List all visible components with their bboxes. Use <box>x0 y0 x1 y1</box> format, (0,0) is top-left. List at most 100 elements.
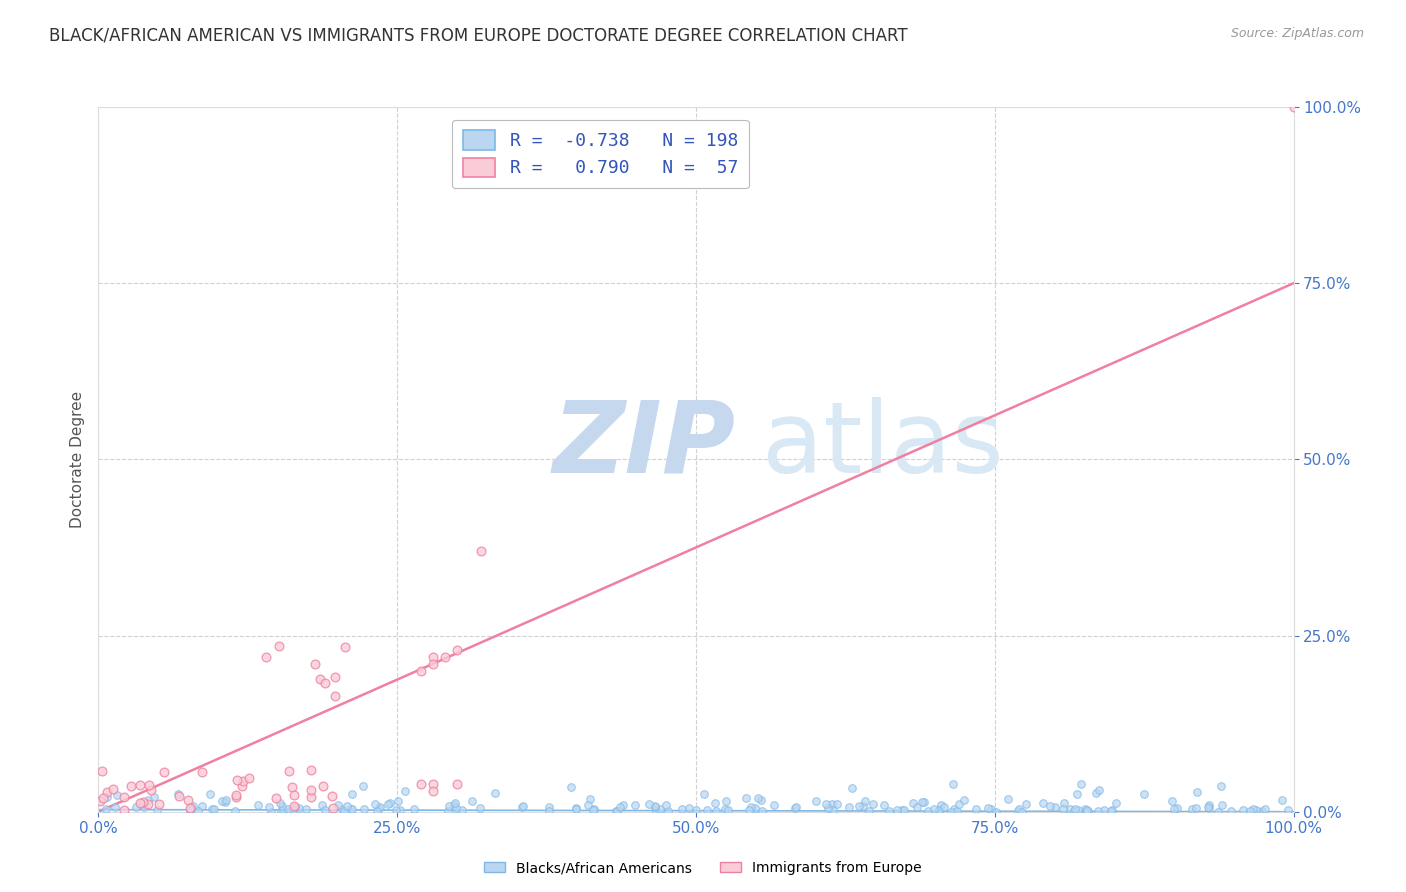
Point <box>96 785 118 799</box>
Point <box>606 804 628 818</box>
Point <box>1076 804 1098 818</box>
Point <box>443 798 465 813</box>
Point <box>422 657 444 671</box>
Point <box>225 789 247 804</box>
Point <box>394 783 416 797</box>
Point <box>1181 802 1204 816</box>
Point <box>134 800 156 814</box>
Point <box>838 800 860 814</box>
Point <box>389 803 412 817</box>
Point <box>749 793 772 807</box>
Point <box>91 791 114 805</box>
Point <box>1271 793 1294 807</box>
Point <box>538 799 561 814</box>
Point <box>125 800 148 814</box>
Point <box>180 799 202 814</box>
Point <box>560 780 582 794</box>
Point <box>751 804 773 818</box>
Point <box>309 672 332 686</box>
Point <box>277 802 299 816</box>
Point <box>657 804 679 818</box>
Point <box>138 797 160 812</box>
Point <box>890 803 912 817</box>
Point <box>893 803 915 817</box>
Point <box>538 804 561 818</box>
Point <box>785 800 807 814</box>
Point <box>1241 802 1264 816</box>
Point <box>735 790 758 805</box>
Point <box>1063 804 1085 818</box>
Point <box>1088 783 1111 797</box>
Point <box>1239 804 1261 818</box>
Point <box>644 800 666 814</box>
Text: Source: ZipAtlas.com: Source: ZipAtlas.com <box>1230 27 1364 40</box>
Point <box>644 804 666 818</box>
Point <box>364 797 387 812</box>
Legend: Blacks/African Americans, Immigrants from Europe: Blacks/African Americans, Immigrants fro… <box>479 855 927 880</box>
Point <box>128 778 150 792</box>
Point <box>841 780 863 795</box>
Point <box>446 642 468 657</box>
Point <box>138 778 160 792</box>
Point <box>997 792 1019 806</box>
Point <box>1251 804 1274 818</box>
Point <box>1011 805 1033 819</box>
Point <box>96 802 118 816</box>
Point <box>112 803 135 817</box>
Point <box>96 790 118 805</box>
Point <box>1087 804 1109 818</box>
Point <box>932 800 955 814</box>
Point <box>1187 785 1209 799</box>
Point <box>1133 788 1156 802</box>
Point <box>912 796 935 810</box>
Point <box>744 800 766 814</box>
Point <box>267 639 290 653</box>
Point <box>576 797 599 812</box>
Point <box>191 798 214 813</box>
Point <box>468 800 491 814</box>
Point <box>814 797 837 811</box>
Point <box>1059 801 1081 815</box>
Point <box>179 804 201 818</box>
Point <box>862 797 884 811</box>
Point <box>905 799 928 814</box>
Point <box>179 802 201 816</box>
Point <box>650 802 672 816</box>
Point <box>582 803 605 817</box>
Point <box>301 790 323 805</box>
Point <box>176 793 198 807</box>
Point <box>738 803 761 817</box>
Point <box>368 800 391 814</box>
Point <box>858 804 880 818</box>
Point <box>167 789 190 804</box>
Point <box>470 544 492 558</box>
Point <box>321 789 343 803</box>
Point <box>1166 801 1188 815</box>
Point <box>143 789 166 804</box>
Point <box>311 798 333 813</box>
Point <box>1008 802 1031 816</box>
Point <box>886 803 908 817</box>
Point <box>1254 802 1277 816</box>
Point <box>922 802 945 816</box>
Point <box>231 780 253 794</box>
Point <box>281 780 304 794</box>
Point <box>1066 787 1088 801</box>
Point <box>323 670 346 684</box>
Point <box>717 803 740 817</box>
Point <box>153 765 176 780</box>
Point <box>1101 803 1123 817</box>
Point <box>232 773 254 788</box>
Point <box>436 805 458 819</box>
Point <box>1163 802 1185 816</box>
Point <box>671 802 693 816</box>
Point <box>387 794 409 808</box>
Point <box>411 664 433 678</box>
Point <box>224 804 246 818</box>
Point <box>678 801 700 815</box>
Point <box>271 803 294 817</box>
Point <box>132 795 155 809</box>
Point <box>512 799 534 814</box>
Point <box>953 793 976 807</box>
Point <box>939 805 962 819</box>
